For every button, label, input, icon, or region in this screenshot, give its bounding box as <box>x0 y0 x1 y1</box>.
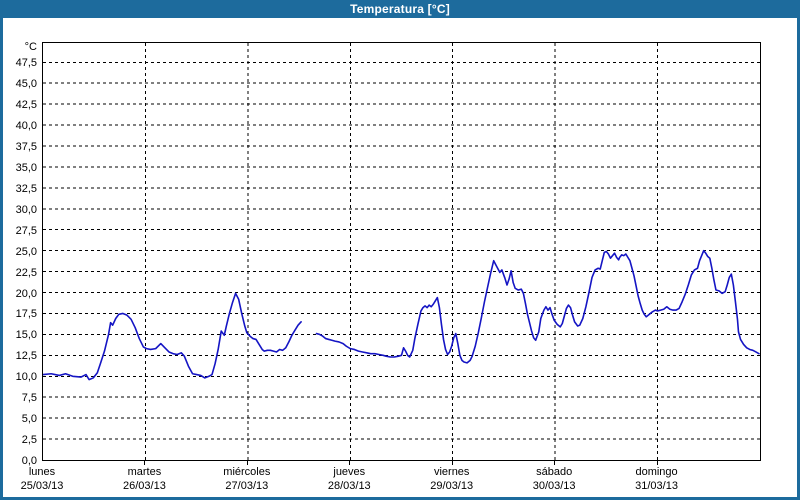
y-tick-label: 0,0 <box>21 455 37 467</box>
y-tick-label: 42,5 <box>15 99 37 112</box>
x-axis-tick <box>451 461 453 465</box>
day-name: lunes <box>28 466 56 478</box>
window-border-bottom <box>0 497 800 500</box>
y-tick-label: 35,0 <box>15 161 37 174</box>
x-day-label: domingo 31/03/13 <box>607 465 707 493</box>
x-axis-labels: lunes 25/03/13 martes 26/03/13 miércoles 27/0… <box>21 465 761 497</box>
day-date: 27/03/13 <box>225 480 269 492</box>
day-date: 28/03/13 <box>327 480 371 492</box>
temperature-chart <box>43 43 760 460</box>
day-name: sábado <box>536 466 573 478</box>
day-name: jueves <box>333 466 366 478</box>
y-tick-label: 47,5 <box>15 57 37 70</box>
x-day-label: sábado 30/03/13 <box>504 465 604 493</box>
y-tick-label: 25,0 <box>15 245 37 258</box>
y-tick-label: 22,5 <box>15 266 37 279</box>
y-tick-label: 45,0 <box>15 78 37 91</box>
x-axis-tick <box>144 461 146 465</box>
y-axis-unit-label: °C <box>24 41 37 53</box>
day-name: martes <box>127 466 162 478</box>
day-date: 31/03/13 <box>635 480 678 492</box>
x-day-label: jueves 28/03/13 <box>299 465 399 493</box>
y-tick-label: 2,5 <box>21 434 37 447</box>
x-day-label: viernes 29/03/13 <box>402 465 502 493</box>
day-date: 30/03/13 <box>532 480 576 492</box>
day-date: 26/03/13 <box>123 480 166 492</box>
y-tick-label: 27,5 <box>15 224 37 237</box>
day-name: viernes <box>433 466 470 478</box>
y-tick-label: 40,0 <box>15 120 37 133</box>
x-day-label: miércoles 27/03/13 <box>197 465 297 493</box>
x-day-label: lunes 25/03/13 <box>0 465 92 493</box>
x-day-label: martes 26/03/13 <box>94 465 194 493</box>
y-tick-label: 30,0 <box>15 203 37 216</box>
temperature-line <box>43 292 302 381</box>
window-title: Temperatura [°C] <box>350 2 450 16</box>
window-border-left <box>0 0 3 500</box>
x-axis-tick <box>349 461 351 465</box>
y-tick-label: 10,0 <box>15 371 37 384</box>
y-tick-label: 7,5 <box>21 392 37 405</box>
y-tick-label: 32,5 <box>15 182 37 195</box>
day-name: domingo <box>635 466 678 478</box>
x-axis-tick <box>554 461 556 465</box>
y-tick-label: 17,5 <box>15 308 37 321</box>
plot-area <box>42 42 761 461</box>
window-border-right <box>797 0 800 500</box>
y-tick-label: 20,0 <box>15 287 37 300</box>
temperature-line <box>315 249 760 364</box>
y-tick-label: 15,0 <box>15 329 37 342</box>
day-name: miércoles <box>223 466 271 478</box>
x-axis-tick <box>246 461 248 465</box>
y-tick-label: 37,5 <box>15 140 37 153</box>
day-date: 25/03/13 <box>20 480 64 492</box>
y-axis-labels: °C 0,0 2,5 5,0 7,5 10,0 12,5 15,0 17,5 20,0 22,5 2… <box>0 41 37 467</box>
title-bar[interactable]: Temperatura [°C] <box>0 0 800 18</box>
y-tick-label: 5,0 <box>21 413 37 426</box>
y-tick-label: 12,5 <box>15 350 37 363</box>
x-axis-tick <box>656 461 658 465</box>
day-date: 29/03/13 <box>430 480 474 492</box>
